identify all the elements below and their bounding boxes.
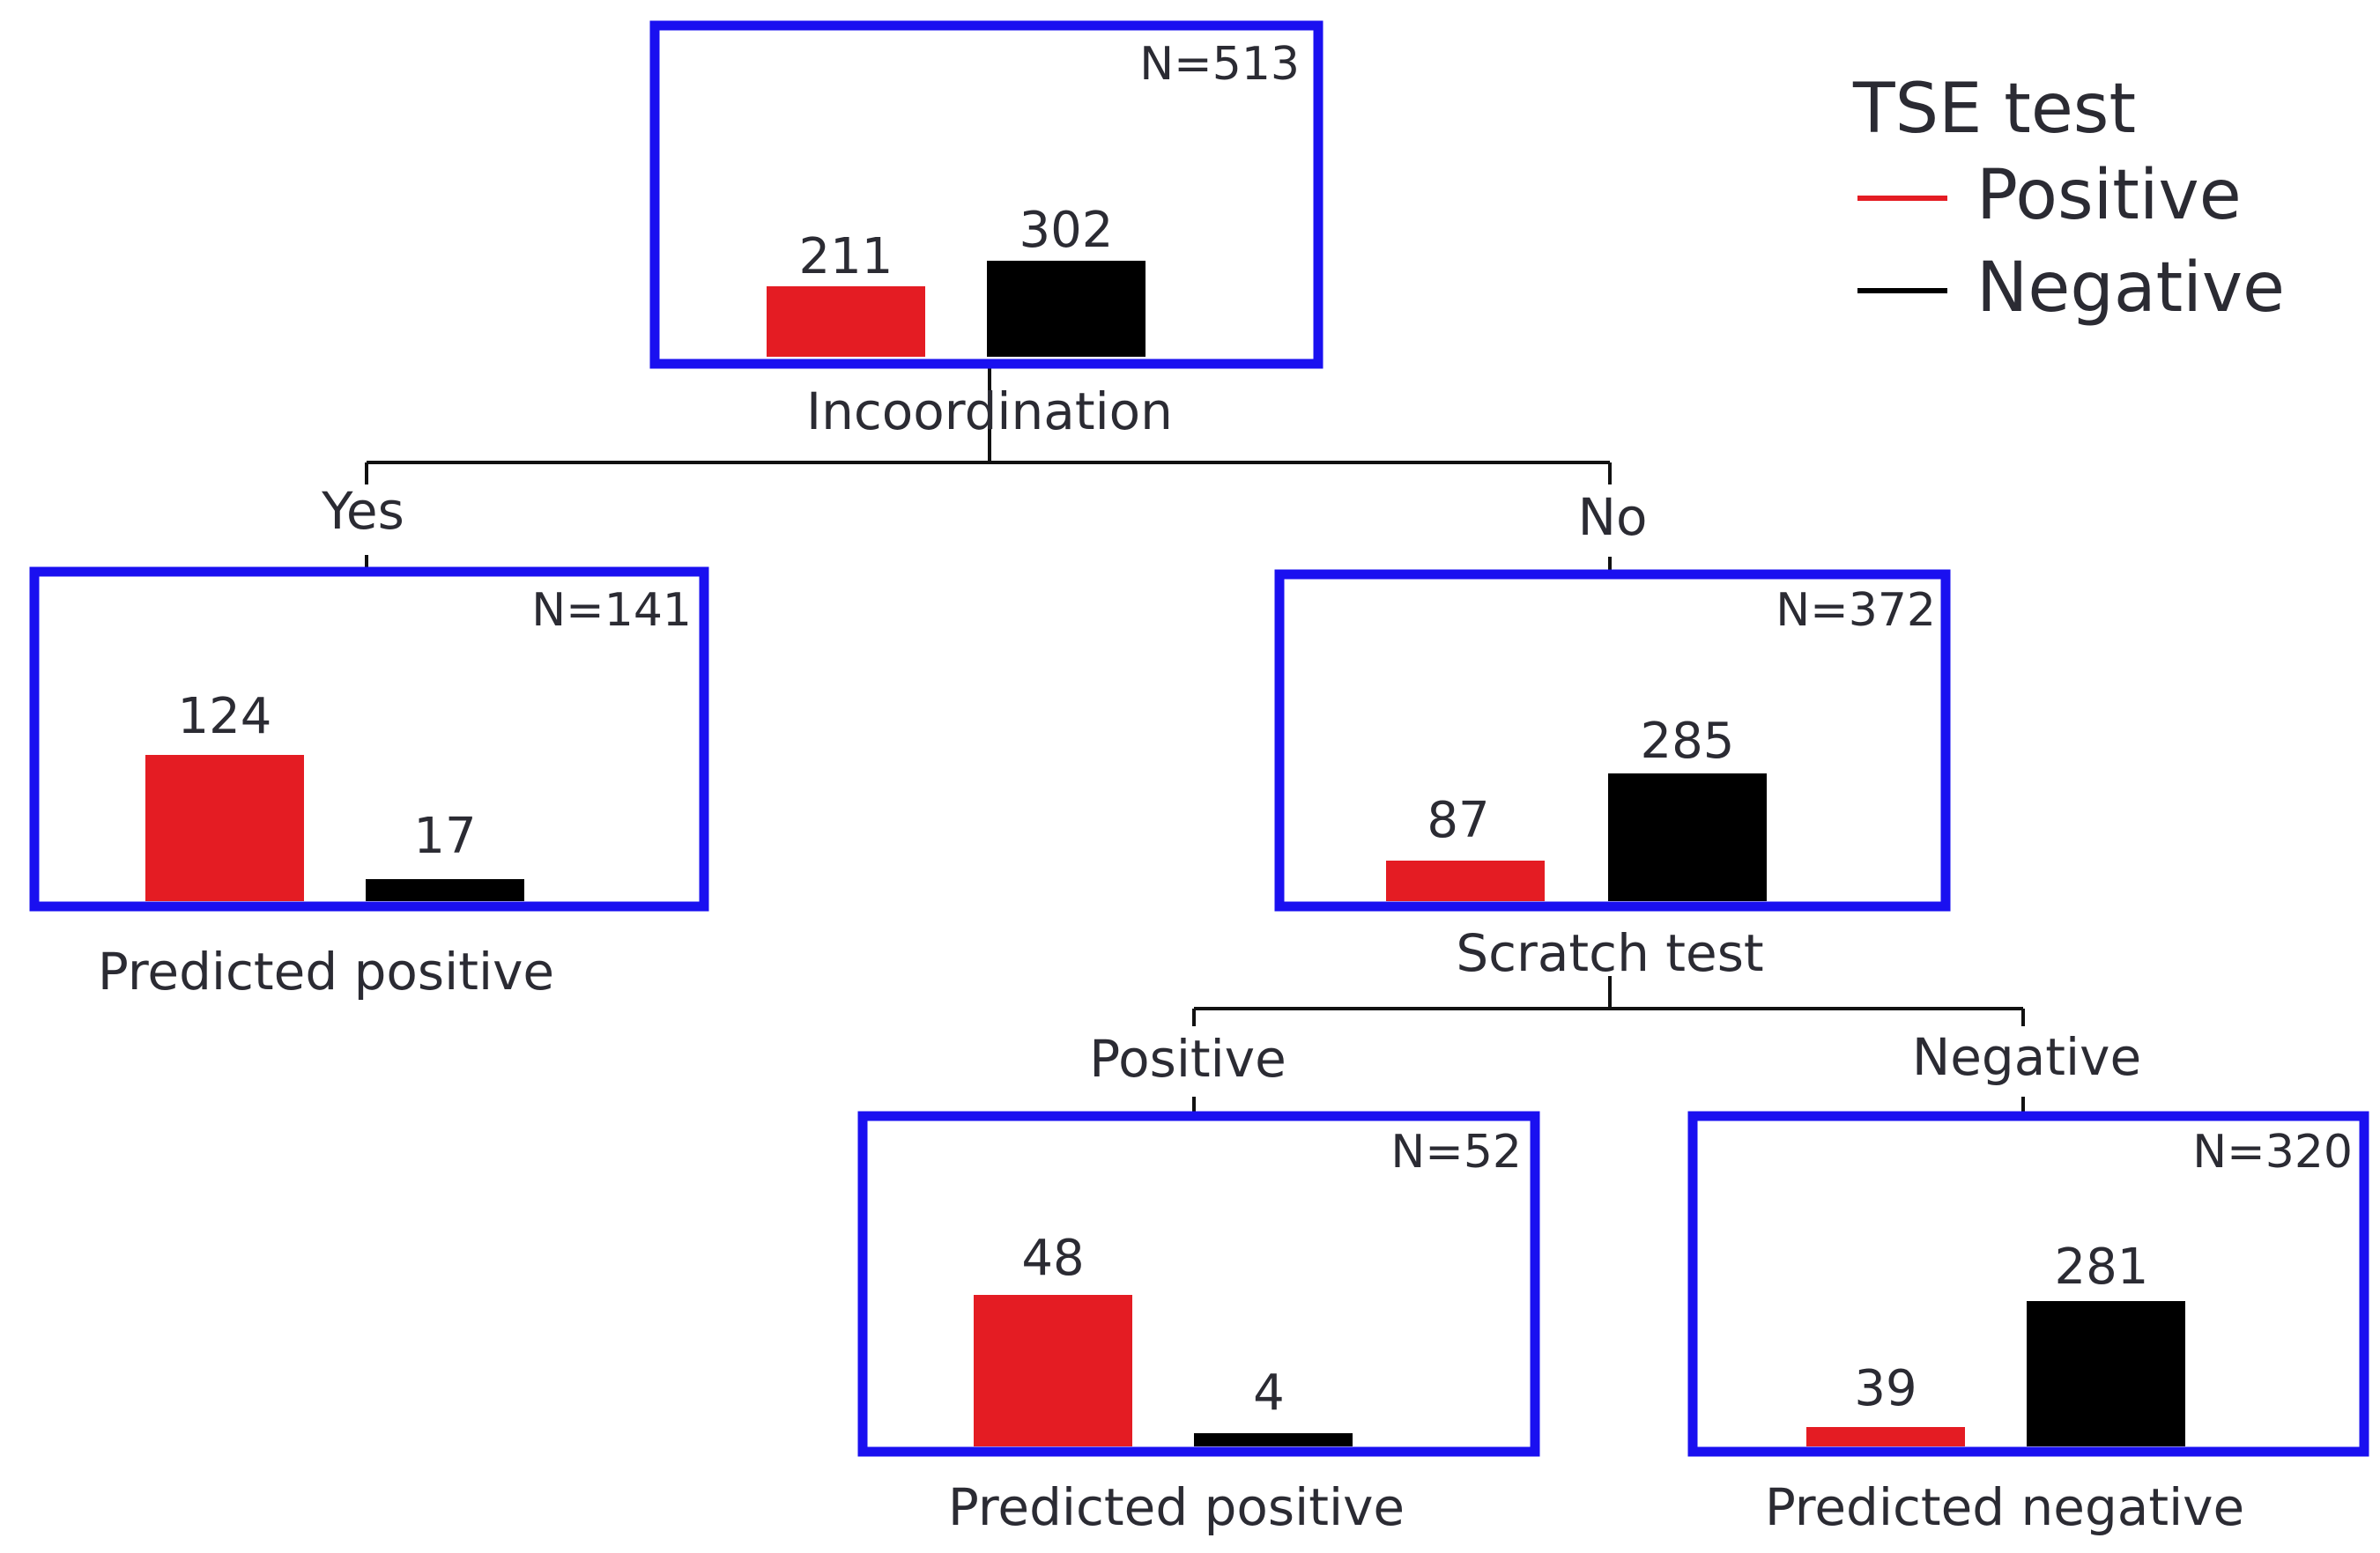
node-scratch-positive-n-label: N=52 <box>1390 1126 1522 1179</box>
outcome-label-yes: Predicted positive <box>98 942 554 1002</box>
node-yes: N=141 124 17 <box>29 566 709 912</box>
node-scratch-positive-frame <box>857 1111 1540 1457</box>
outcome-label-scratch-negative: Predicted negative <box>1765 1477 2244 1537</box>
node-yes-frame <box>29 566 709 912</box>
legend-title: TSE test <box>1852 70 2136 149</box>
node-scratch-negative-positive-bar <box>1806 1427 1965 1446</box>
node-scratch-positive-negative-value: 4 <box>1253 1364 1285 1422</box>
node-root-n-label: N=513 <box>1139 38 1300 91</box>
outcome-label-scratch-positive: Predicted positive <box>948 1477 1405 1537</box>
node-root-negative-bar <box>987 261 1146 357</box>
node-scratch-negative-frame <box>1687 1111 2369 1457</box>
node-no: N=372 87 285 <box>1274 569 1951 912</box>
legend: TSE test Positive Negative <box>1852 70 2285 328</box>
legend-label-positive: Positive <box>1976 156 2242 235</box>
node-root-frame <box>649 20 1323 369</box>
split-label-incoordination: Incoordination <box>806 381 1173 441</box>
edge-label-yes: Yes <box>321 481 404 541</box>
node-scratch-negative-n-label: N=320 <box>2192 1126 2353 1179</box>
node-scratch-positive-negative-bar <box>1194 1433 1353 1446</box>
node-no-n-label: N=372 <box>1776 584 1936 637</box>
node-scratch-negative-positive-value: 39 <box>1854 1360 1917 1417</box>
node-root: N=513 211 302 <box>649 20 1323 369</box>
node-scratch-positive: N=52 48 4 <box>857 1111 1540 1457</box>
node-no-positive-bar <box>1386 861 1545 901</box>
node-no-positive-value: 87 <box>1427 792 1489 849</box>
node-yes-positive-value: 124 <box>178 688 272 745</box>
node-root-negative-value: 302 <box>1019 202 1114 259</box>
node-scratch-negative-negative-bar <box>2027 1301 2185 1446</box>
node-root-positive-value: 211 <box>799 228 893 285</box>
node-scratch-negative-negative-value: 281 <box>2055 1239 2149 1296</box>
edge-label-scratch-positive: Positive <box>1089 1029 1286 1089</box>
node-scratch-negative: N=320 39 281 <box>1687 1111 2369 1457</box>
node-root-positive-bar <box>767 286 925 357</box>
node-yes-negative-bar <box>366 879 524 901</box>
node-scratch-positive-positive-bar <box>974 1295 1132 1446</box>
split-label-scratch-test: Scratch test <box>1456 923 1763 983</box>
node-scratch-positive-positive-value: 48 <box>1021 1230 1084 1287</box>
edge-label-no: No <box>1578 487 1648 547</box>
node-no-frame <box>1274 569 1951 912</box>
node-yes-positive-bar <box>145 755 304 901</box>
node-yes-n-label: N=141 <box>531 584 692 637</box>
node-no-negative-bar <box>1608 773 1767 901</box>
tree-edges <box>365 366 2025 1114</box>
legend-label-negative: Negative <box>1976 248 2285 328</box>
node-no-negative-value: 285 <box>1641 713 1735 770</box>
edge-label-scratch-negative: Negative <box>1912 1027 2141 1087</box>
node-yes-negative-value: 17 <box>413 808 476 865</box>
